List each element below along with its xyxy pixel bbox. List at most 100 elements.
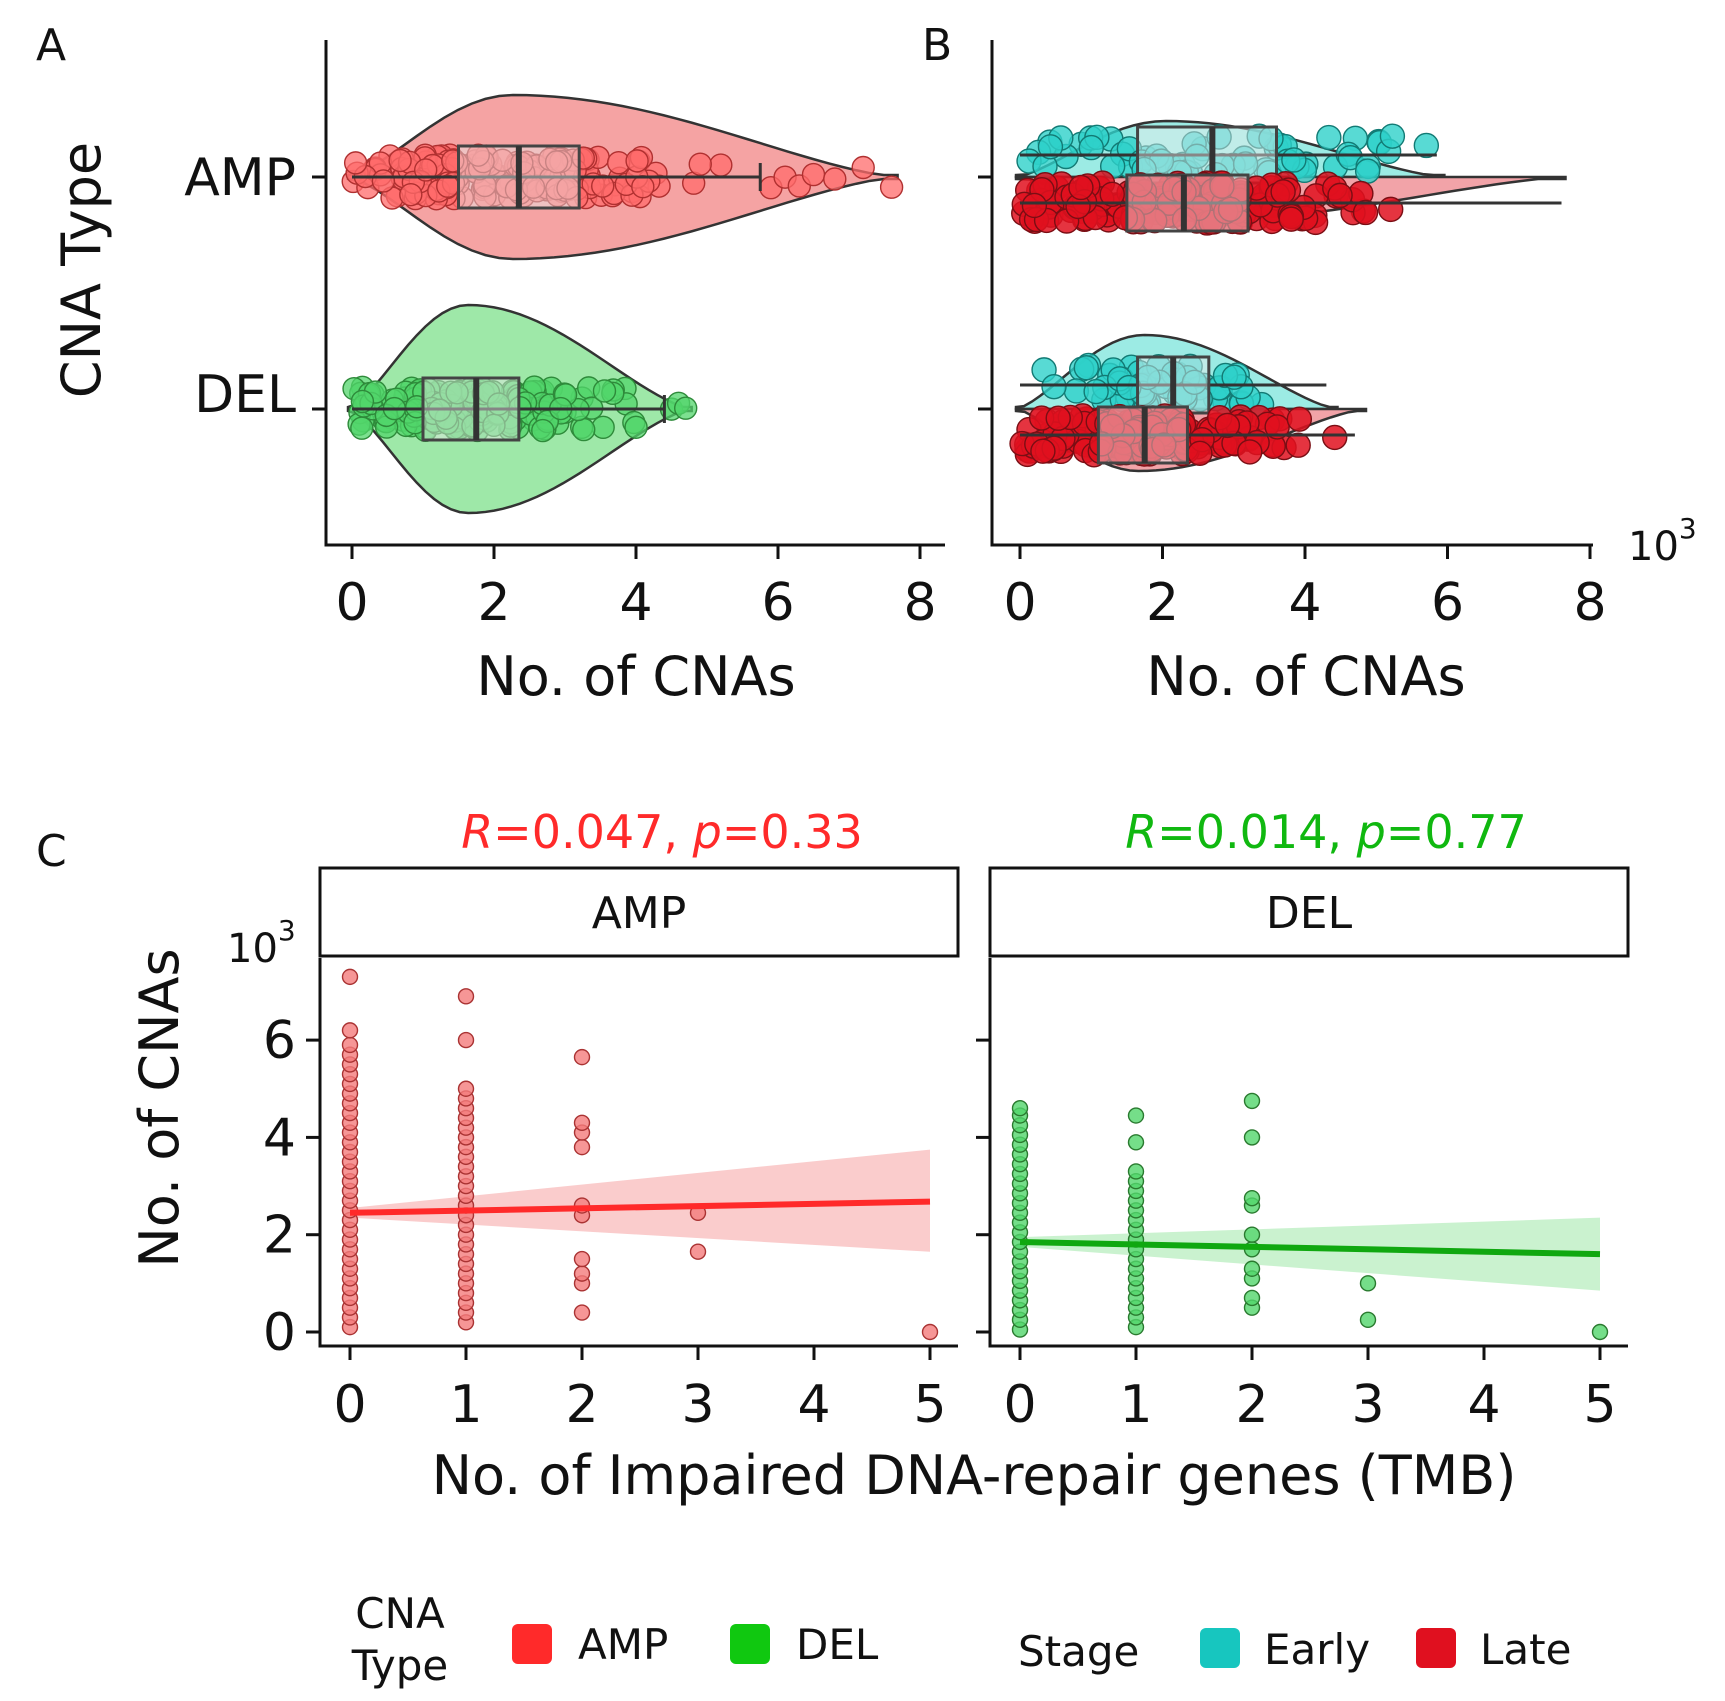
facet-del-point (1591, 1323, 1609, 1341)
facet-amp-point (573, 1048, 591, 1066)
panel-b-x-multiplier-exp: 3 (1679, 512, 1697, 545)
legend-label-early: Early (1264, 1625, 1370, 1674)
legend-cna-title-line1: CNA (355, 1589, 445, 1638)
panel-a-point-del (592, 379, 617, 403)
panel-c-plot (341, 968, 1609, 1341)
facet-del-strip (988, 866, 1630, 958)
panel-a-plot (341, 93, 904, 515)
panel-b-point-del-late (1030, 438, 1056, 464)
panel-b-point-amp-late (1327, 182, 1353, 209)
panel-a-point-del (445, 381, 469, 405)
panel-a-x-tick-label: 6 (761, 573, 794, 633)
facet-amp-x-tick-label: 3 (681, 1375, 714, 1435)
panel-b-point-amp-late (1278, 206, 1304, 232)
panel-a-point-amp (371, 169, 396, 193)
facet-amp-x-tick-label: 0 (333, 1375, 366, 1435)
facet-del-ci-band (1020, 1217, 1600, 1291)
legend-swatch-early (1200, 1628, 1240, 1668)
panel-b-point-del-late (1088, 431, 1115, 457)
facet-del-point (1243, 1129, 1261, 1146)
facet-del-point (1127, 1163, 1145, 1180)
panel-b-point-del-late (1214, 412, 1241, 439)
panel-b-x-tick-label: 0 (1003, 573, 1036, 633)
panel-a-outlier-amp (823, 167, 847, 191)
panel-a-point-amp (631, 175, 655, 199)
legend-cna-title-line2: Type (351, 1641, 448, 1690)
panel-b-x-tick-label: 8 (1573, 573, 1606, 633)
panel-b-point-del-late (1264, 414, 1290, 440)
panel-a-point-del (531, 418, 555, 443)
panel-b-point-amp-late (1352, 199, 1379, 226)
facet-amp-p-symbol: p (692, 805, 722, 859)
panel-c-y-tick-label: 0 (263, 1303, 296, 1363)
panel-a-x-tick-label: 2 (477, 573, 510, 633)
panel-c-y-axis-title: No. of CNAs (128, 948, 191, 1267)
panel-b-point-del-early (1073, 355, 1100, 381)
facet-amp-point (457, 1031, 475, 1049)
panel-a-x-tick-label: 0 (335, 573, 368, 633)
panel-b-point-del-late (1286, 406, 1313, 432)
facet-amp-ci-band (350, 1149, 930, 1252)
facet-amp-point (573, 1250, 591, 1268)
facet-amp-point (341, 968, 359, 986)
panel-a-point-amp (625, 149, 649, 173)
panel-a-point-amp (688, 152, 712, 176)
panel-c-y-multiplier-exp: 3 (278, 914, 296, 947)
panel-a-x-tick-label: 8 (903, 573, 936, 633)
facet-amp-x-tick-label: 1 (449, 1375, 482, 1435)
panel-a-outlier-del (674, 396, 698, 420)
panel-b-point-del-early (1083, 378, 1109, 405)
panel-b-box-amp-late (1125, 173, 1250, 233)
facet-del-p-value: =0.77 (1386, 805, 1527, 859)
panel-b-point-del-late (1045, 405, 1071, 431)
facet-amp-point (573, 1304, 591, 1321)
panel-b-x-multiplier-base: 10 (1628, 524, 1679, 570)
facet-del-point (1127, 1107, 1145, 1124)
panel-label-c: C (36, 826, 67, 877)
panel-a-point-del (350, 389, 375, 414)
facet-amp-r-symbol: R (461, 805, 493, 859)
facet-amp-point (341, 1036, 359, 1054)
panel-b-x-tick-label: 6 (1431, 573, 1464, 633)
facet-del-fit-line (1019, 1239, 1601, 1258)
panel-c-y-tick-label: 2 (263, 1206, 296, 1266)
panel-a-point-del (591, 415, 615, 439)
panel-b-point-del-early (1221, 364, 1247, 390)
panel-b-point-del-late (1322, 424, 1348, 451)
facet-amp-point (573, 1138, 591, 1156)
panel-b-point-amp-early (1037, 134, 1064, 160)
panel-a-x-tick-label: 4 (619, 573, 652, 633)
facet-amp-axes (318, 958, 958, 1348)
panel-b-point-amp-early (1413, 132, 1440, 159)
panel-c-y-multiplier: 103 (227, 914, 296, 972)
panel-a-outlier-amp (801, 162, 826, 187)
panel-b-point-amp-late (1099, 181, 1125, 207)
facet-del-point (1243, 1226, 1261, 1243)
panel-b-x-tick-label: 2 (1146, 573, 1179, 633)
legend-stage-title: Stage (1018, 1627, 1139, 1676)
panel-a-point-amp (399, 182, 423, 207)
panel-c-y-tick-label: 4 (263, 1108, 296, 1168)
panel-a-point-amp (544, 150, 569, 174)
facet-del-point (1127, 1134, 1145, 1151)
panel-a-point-del (350, 416, 374, 440)
facet-amp-point (573, 1114, 591, 1132)
facet-amp-stat: R=0.047, p=0.33 (461, 805, 863, 859)
panel-b-point-amp-late (1068, 174, 1094, 201)
facet-del-x-tick-label: 4 (1467, 1375, 1500, 1435)
facet-del-point (1011, 1100, 1029, 1117)
legend-label-late: Late (1480, 1625, 1571, 1674)
panel-c-y-tick-label: 6 (263, 1011, 296, 1071)
legend-label-del: DEL (796, 1620, 879, 1669)
panel-a-point-del (572, 417, 596, 442)
panel-a-x-axis-title: No. of CNAs (476, 645, 795, 708)
panel-b-point-del-late (1237, 439, 1263, 465)
facet-amp-r-value: =0.047, (493, 805, 692, 859)
facet-del-point (1243, 1092, 1261, 1110)
panel-c-y-multiplier-base: 10 (227, 926, 278, 972)
panel-a-outlier-amp (851, 155, 875, 180)
facet-amp-point (689, 1243, 707, 1260)
panel-b-point-del-early (1041, 373, 1067, 400)
panel-b-point-amp-early (1354, 158, 1381, 184)
facet-del-point (1359, 1275, 1377, 1292)
